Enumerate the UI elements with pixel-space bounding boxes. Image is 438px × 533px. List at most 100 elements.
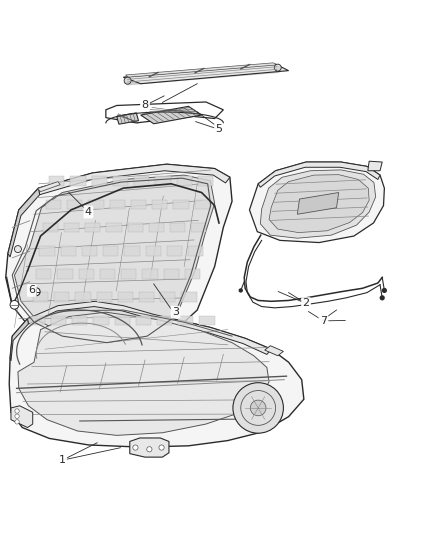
Polygon shape <box>130 438 169 457</box>
Bar <box>67 200 82 209</box>
Bar <box>113 176 128 186</box>
Circle shape <box>15 419 19 424</box>
Bar <box>145 246 161 256</box>
Bar <box>30 316 45 325</box>
Polygon shape <box>123 64 289 84</box>
Bar <box>167 246 182 256</box>
Polygon shape <box>9 301 304 447</box>
Circle shape <box>380 295 385 301</box>
Polygon shape <box>368 161 382 171</box>
Polygon shape <box>258 162 380 187</box>
Bar <box>157 316 172 325</box>
Bar <box>115 316 130 325</box>
Circle shape <box>133 445 138 450</box>
Polygon shape <box>260 170 376 238</box>
Polygon shape <box>38 182 60 192</box>
Polygon shape <box>125 63 276 77</box>
Circle shape <box>251 400 266 416</box>
Polygon shape <box>123 70 280 85</box>
Polygon shape <box>39 164 230 195</box>
Circle shape <box>239 288 243 293</box>
Polygon shape <box>10 319 28 361</box>
Bar <box>155 176 170 186</box>
Bar <box>72 316 87 325</box>
Bar <box>134 176 149 186</box>
Bar <box>170 223 185 232</box>
Bar <box>181 293 197 302</box>
Bar <box>191 223 206 232</box>
Bar <box>185 269 200 279</box>
Bar <box>136 316 151 325</box>
Bar <box>127 223 143 232</box>
Bar <box>131 200 146 209</box>
Polygon shape <box>265 346 283 356</box>
Circle shape <box>274 64 281 71</box>
Bar <box>198 176 213 186</box>
Bar <box>33 293 48 302</box>
Bar <box>149 223 164 232</box>
Circle shape <box>159 445 164 450</box>
Bar <box>49 176 64 186</box>
Circle shape <box>15 414 19 418</box>
Circle shape <box>14 246 21 253</box>
Bar <box>177 176 192 186</box>
Polygon shape <box>269 175 369 232</box>
Bar <box>194 200 210 209</box>
Bar <box>79 269 94 279</box>
Bar <box>142 269 158 279</box>
Polygon shape <box>8 188 40 257</box>
Bar <box>139 293 154 302</box>
Bar <box>173 200 188 209</box>
Bar <box>88 200 104 209</box>
Text: 8: 8 <box>141 100 148 110</box>
Text: 2: 2 <box>303 298 310 309</box>
Text: 5: 5 <box>215 124 223 134</box>
Text: 4: 4 <box>85 207 92 217</box>
Bar <box>51 316 66 325</box>
Circle shape <box>32 288 40 296</box>
Text: 1: 1 <box>59 455 66 465</box>
Text: 6: 6 <box>28 286 35 295</box>
Circle shape <box>147 447 152 452</box>
Bar <box>92 176 107 186</box>
Circle shape <box>10 301 19 309</box>
Bar <box>36 269 51 279</box>
Bar <box>43 223 58 232</box>
Bar <box>163 269 179 279</box>
Bar <box>100 269 115 279</box>
Bar <box>124 246 140 256</box>
Bar <box>97 293 112 302</box>
Text: 7: 7 <box>320 316 327 326</box>
Polygon shape <box>141 107 201 124</box>
Bar <box>103 246 118 256</box>
Polygon shape <box>18 312 269 435</box>
Polygon shape <box>28 301 271 354</box>
Bar <box>110 200 125 209</box>
Circle shape <box>233 383 283 433</box>
Bar <box>178 316 194 325</box>
Circle shape <box>124 77 131 84</box>
Bar <box>93 316 109 325</box>
Bar <box>85 223 100 232</box>
Bar <box>106 223 122 232</box>
Bar <box>160 293 176 302</box>
Bar <box>71 176 86 186</box>
Bar <box>57 269 73 279</box>
Bar <box>54 293 69 302</box>
Circle shape <box>382 288 387 293</box>
Polygon shape <box>297 192 339 214</box>
Bar <box>199 316 215 325</box>
Polygon shape <box>14 175 215 341</box>
Polygon shape <box>11 406 33 427</box>
Polygon shape <box>6 164 232 345</box>
Bar <box>39 246 55 256</box>
Bar <box>188 246 203 256</box>
Bar <box>46 200 61 209</box>
Bar <box>61 246 76 256</box>
Polygon shape <box>250 162 385 243</box>
Bar <box>82 246 97 256</box>
Bar <box>121 269 136 279</box>
Text: 3: 3 <box>172 307 179 317</box>
Circle shape <box>15 409 19 413</box>
Bar <box>118 293 133 302</box>
